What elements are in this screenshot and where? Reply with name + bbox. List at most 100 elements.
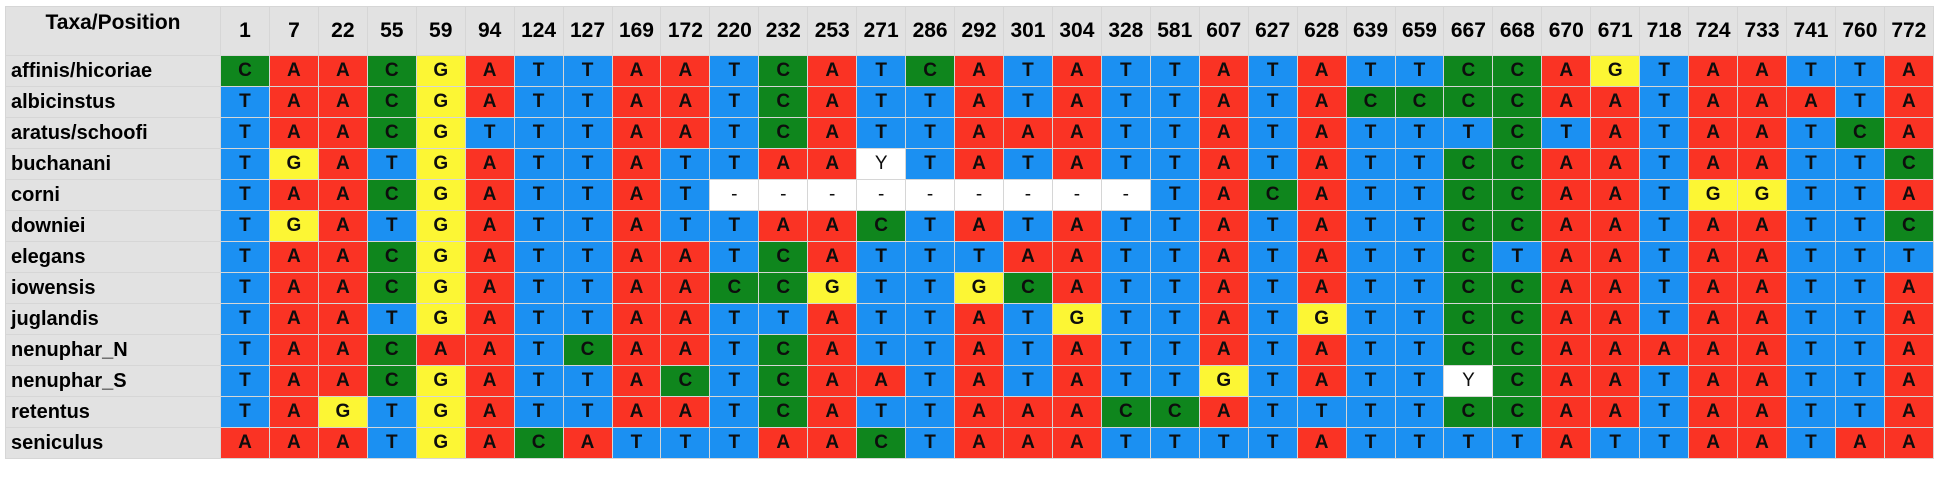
base-cell: A — [1198, 272, 1249, 304]
position-header: 172 — [660, 6, 711, 56]
base-cell: T — [1834, 272, 1885, 304]
base-cell: T — [1786, 241, 1836, 273]
base-cell: G — [415, 148, 466, 180]
base-cell: T — [1639, 179, 1690, 211]
base-cell: A — [611, 86, 662, 118]
base-cell: T — [1834, 303, 1885, 335]
base-cell: T — [1394, 272, 1445, 304]
position-header: 724 — [1688, 6, 1739, 56]
taxon-row: elegans T A A C G A T T A A T C A T T T A A T T A T A T T C T A A T A A T… — [5, 241, 1934, 273]
base-cell: A — [1051, 396, 1102, 428]
base-cell: T — [562, 117, 613, 149]
taxon-row: corni T A A C G A T T A T - - - - - - - - - T A C A T T C C A A T G G T T A — [5, 179, 1934, 211]
base-cell: A — [268, 334, 319, 366]
base-cell: A — [1296, 241, 1347, 273]
base-cell: T — [709, 365, 760, 397]
base-cell: T — [1590, 427, 1641, 459]
base-cell: T — [1100, 241, 1151, 273]
base-cell: T — [1345, 179, 1396, 211]
base-cell: C — [1003, 272, 1053, 304]
base-cell: A — [1883, 272, 1934, 304]
base-cell: A — [1590, 148, 1641, 180]
base-cell: A — [1590, 396, 1641, 428]
base-cell: A — [1541, 55, 1592, 87]
base-cell: C — [1492, 396, 1543, 428]
base-cell: T — [1394, 148, 1445, 180]
base-cell: C — [366, 86, 417, 118]
base-cell: G — [807, 272, 858, 304]
base-cell: A — [807, 365, 858, 397]
base-cell: C — [1443, 148, 1494, 180]
base-cell: T — [905, 427, 956, 459]
base-cell: G — [1688, 179, 1739, 211]
base-cell: A — [1590, 210, 1641, 242]
base-cell: T — [562, 241, 613, 273]
base-cell: T — [709, 210, 760, 242]
base-cell: A — [1296, 365, 1347, 397]
base-cell: G — [415, 272, 466, 304]
base-cell: T — [1492, 241, 1543, 273]
base-cell: A — [1541, 179, 1592, 211]
base-cell: A — [317, 427, 368, 459]
base-cell: T — [1394, 210, 1445, 242]
base-cell: T — [1149, 272, 1200, 304]
base-cell: - — [1100, 179, 1151, 211]
taxon-row: buchanani T G A T G A T T A T T A A Y T A T A T T A T A T T C C A A T A… — [5, 148, 1934, 180]
base-cell: T — [1394, 334, 1445, 366]
base-cell: T — [1345, 241, 1396, 273]
base-cell: T — [1149, 210, 1200, 242]
base-cell: C — [1492, 210, 1543, 242]
base-cell: A — [268, 117, 319, 149]
base-cell: A — [1688, 427, 1739, 459]
base-cell: A — [464, 148, 515, 180]
base-cell: T — [366, 210, 417, 242]
base-cell: C — [1100, 396, 1151, 428]
base-cell: T — [1639, 117, 1690, 149]
base-cell: T — [1834, 334, 1885, 366]
base-cell: C — [1443, 272, 1494, 304]
base-cell: T — [366, 427, 417, 459]
taxon-name: aratus/schoofi — [5, 117, 221, 149]
base-cell: A — [954, 148, 1004, 180]
base-cell: T — [1786, 117, 1836, 149]
position-header: 628 — [1296, 6, 1347, 56]
base-cell: T — [562, 86, 613, 118]
base-cell: - — [954, 179, 1004, 211]
position-header: 271 — [856, 6, 907, 56]
base-cell: C — [1834, 117, 1885, 149]
base-cell: T — [220, 396, 270, 428]
base-cell: A — [1051, 55, 1102, 87]
position-header: 22 — [317, 6, 368, 56]
base-cell: T — [1639, 396, 1690, 428]
taxon-name: retentus — [5, 396, 221, 428]
base-cell: A — [954, 210, 1004, 242]
base-cell: T — [1003, 334, 1053, 366]
base-cell: T — [1100, 86, 1151, 118]
base-cell: A — [1737, 334, 1787, 366]
base-cell: A — [1051, 334, 1102, 366]
base-cell: C — [1492, 179, 1543, 211]
base-cell: A — [1883, 55, 1934, 87]
base-cell: A — [1198, 179, 1249, 211]
base-cell: A — [464, 272, 515, 304]
base-cell: T — [1541, 117, 1592, 149]
base-cell: T — [220, 86, 270, 118]
base-cell: G — [415, 303, 466, 335]
base-cell: A — [1296, 427, 1347, 459]
base-cell: T — [1149, 55, 1200, 87]
base-cell: A — [611, 210, 662, 242]
base-cell: C — [366, 117, 417, 149]
base-cell: A — [954, 55, 1004, 87]
base-cell: T — [513, 210, 564, 242]
base-cell: T — [1394, 241, 1445, 273]
base-cell: - — [807, 179, 858, 211]
base-cell: T — [905, 210, 956, 242]
base-cell: C — [758, 241, 809, 273]
base-cell: T — [1247, 210, 1298, 242]
base-cell: A — [1737, 241, 1787, 273]
base-cell: T — [1100, 303, 1151, 335]
base-cell: T — [1149, 303, 1200, 335]
base-cell: - — [905, 179, 956, 211]
base-cell: C — [366, 55, 417, 87]
base-cell: T — [513, 241, 564, 273]
